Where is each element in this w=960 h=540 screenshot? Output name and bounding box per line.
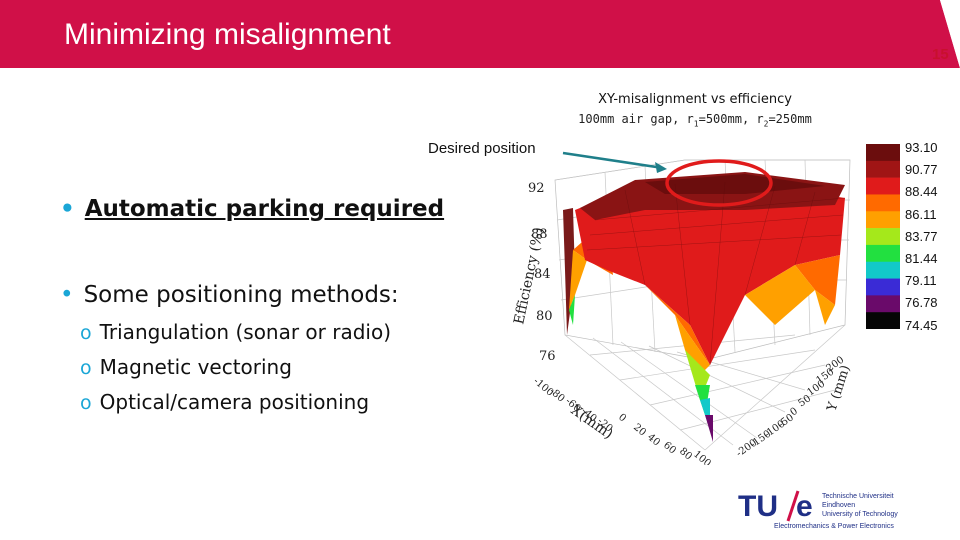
z-tick: 80 — [536, 309, 553, 324]
legend-swatch — [866, 312, 900, 329]
tue-logo-mark: TU e Technische Universiteit Eindhoven U… — [738, 490, 898, 530]
legend-value: 74.45 — [905, 317, 938, 333]
sub-bullet-2: o Magnetic vectoring — [80, 355, 292, 379]
surface-side-left — [563, 208, 575, 335]
svg-text:University of Technology: University of Technology — [822, 511, 898, 518]
sub-bullet-label: Optical/camera positioning — [99, 390, 370, 414]
sub-bullet-label: Triangulation (sonar or radio) — [99, 320, 392, 344]
chart-subtitle: 100mm air gap, r1=500mm, r2=250mm — [578, 112, 812, 129]
y-tick: 0 — [788, 406, 800, 419]
x-tick: 60 — [661, 440, 678, 457]
legend-swatch — [866, 211, 900, 229]
legend-value: 76.78 — [905, 295, 938, 311]
x-tick: 0 — [616, 412, 628, 425]
sub-bullet-label: Magnetic vectoring — [99, 355, 292, 379]
chart-title: XY-misalignment vs efficiency — [598, 92, 792, 107]
page-number: 15 — [932, 46, 949, 63]
header-banner — [0, 0, 960, 68]
legend-swatch — [866, 177, 900, 195]
sub-bullet-icon: o — [80, 322, 92, 344]
bullet-icon: • — [60, 196, 75, 222]
legend-swatch — [866, 278, 900, 296]
legend-swatch — [866, 261, 900, 279]
x-tick: 40 — [645, 432, 662, 449]
legend-value: 83.77 — [905, 228, 938, 244]
color-legend — [866, 144, 900, 329]
z-tick: 88 — [531, 227, 548, 242]
legend-value: 93.10 — [905, 140, 938, 155]
sub-bullet-3: o Optical/camera positioning — [80, 390, 369, 414]
legend-swatch — [866, 194, 900, 212]
efficiency-surface — [563, 159, 846, 442]
surface-lobe-left-mid — [569, 250, 587, 310]
arrow-icon — [562, 151, 667, 173]
z-tick: 76 — [539, 349, 556, 364]
surface-lobe-center-mid — [675, 315, 710, 375]
legend-value: 88.44 — [905, 184, 938, 200]
surface-lobe-right-mid — [815, 290, 835, 325]
legend-swatch — [866, 244, 900, 263]
svg-text:e: e — [796, 490, 813, 523]
svg-text:TU: TU — [738, 490, 778, 523]
slide-header: Minimizing misalignment — [0, 0, 960, 68]
x-tick: 80 — [677, 446, 694, 463]
desired-position-label: Desired position — [428, 140, 536, 157]
surface-main — [575, 182, 845, 365]
x-axis: -100 -80 -60 -40 -20 0 20 40 60 80 100 X… — [531, 376, 713, 465]
sub-bullet-icon: o — [80, 357, 92, 379]
bullet-item-1: • Automatic parking required — [60, 196, 444, 222]
legend-value: 86.11 — [905, 206, 937, 222]
svg-text:Eindhoven: Eindhoven — [822, 502, 855, 509]
z-tick: 92 — [528, 181, 545, 196]
legend-value: 79.11 — [905, 273, 937, 289]
bullet-icon: • — [60, 282, 74, 308]
bullet-item-2: • Some positioning methods: — [60, 282, 399, 308]
legend-value: 81.44 — [905, 251, 938, 266]
legend-value: 90.77 — [905, 162, 938, 178]
bullet-label: Automatic parking required — [84, 196, 445, 222]
z-tick: 84 — [534, 267, 551, 282]
surface-lobe-right — [795, 255, 840, 305]
legend-swatch — [866, 295, 900, 313]
surface-lobe-center-tip — [705, 415, 713, 442]
legend-swatch — [866, 160, 900, 178]
sub-bullet-1: o Triangulation (sonar or radio) — [80, 320, 391, 344]
legend-swatch — [866, 228, 900, 246]
surface-chart: Efficiency (%) 92 88 84 80 76 -100 -80 -… — [511, 151, 853, 465]
surface-peak — [645, 174, 825, 194]
bullet-label: Some positioning methods: — [83, 282, 399, 308]
x-tick: 100 — [691, 449, 713, 465]
sub-bullet-icon: o — [80, 392, 92, 414]
surface-lobe-left-tip — [569, 295, 575, 325]
svg-text:Electromechanics & Power Elect: Electromechanics & Power Electronics — [774, 523, 894, 530]
surface-lobe-front — [745, 265, 815, 325]
tue-logo: TU e Technische Universiteit Eindhoven U… — [738, 488, 908, 533]
desired-position-marker — [665, 159, 773, 207]
svg-text:Technische Universiteit: Technische Universiteit — [822, 493, 894, 500]
legend-swatch — [866, 144, 900, 162]
x-tick: 20 — [631, 422, 648, 439]
slide-title: Minimizing misalignment — [64, 18, 391, 51]
